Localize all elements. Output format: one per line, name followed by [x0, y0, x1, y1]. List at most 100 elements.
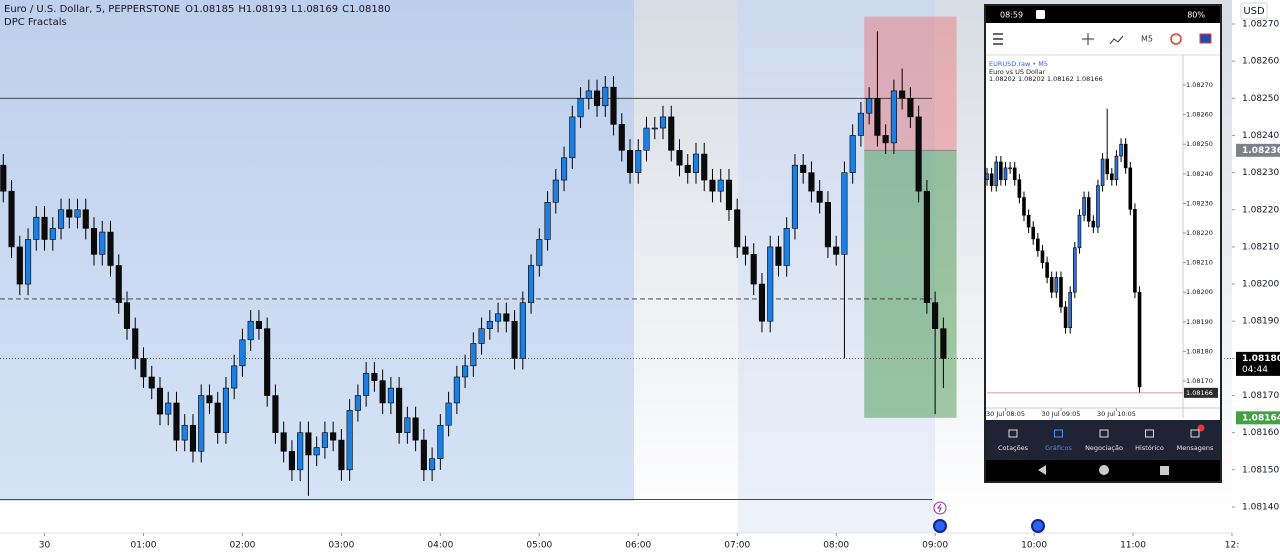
countdown: 04:44	[1242, 365, 1268, 375]
y-tick-label: 1.08210	[1242, 242, 1279, 252]
y-tick-label: 1.08220	[1186, 229, 1213, 237]
x-tick-label: 07:00	[724, 541, 750, 551]
x-tick-label: 09:00	[922, 541, 948, 551]
candle-body	[1063, 306, 1068, 329]
candle-body	[800, 164, 807, 173]
y-tick-label: 1.08190	[1242, 317, 1279, 327]
y-tick-label: 1.08260	[1186, 111, 1213, 119]
candle-body	[519, 302, 526, 359]
indicator-icon[interactable]	[1109, 35, 1124, 45]
x-tick-label: 08:00	[823, 541, 849, 551]
candle-body	[701, 153, 708, 181]
y-tick-label: 1.08190	[1186, 318, 1213, 326]
candle-body	[429, 458, 436, 471]
candle-body	[338, 439, 345, 471]
candle-body	[1022, 197, 1026, 216]
candle-body	[239, 339, 246, 367]
back-button[interactable]	[1038, 465, 1046, 475]
price-label-box	[1236, 411, 1280, 425]
candle-body	[684, 164, 691, 173]
price-label-box	[1184, 387, 1218, 398]
candle-body	[511, 320, 518, 359]
price-label: 1.08180	[1242, 354, 1280, 364]
candle-body	[882, 135, 889, 144]
candle-body	[346, 410, 353, 471]
candle-body	[189, 424, 197, 452]
candle-body	[206, 395, 213, 404]
candle-body	[692, 153, 700, 173]
candle-body	[379, 380, 386, 404]
event-dot[interactable]	[1031, 519, 1045, 533]
candle-body	[462, 365, 469, 378]
nav-label[interactable]: Cotações	[998, 444, 1029, 452]
candle-body	[857, 112, 864, 136]
phone-description: Euro vs US Dollar	[989, 68, 1046, 76]
candle-body	[816, 190, 823, 203]
status-icon	[1036, 10, 1045, 19]
candle-body	[915, 116, 922, 192]
candle-body	[330, 432, 337, 441]
x-tick-label: 11:00	[1120, 541, 1146, 551]
y-tick-label: 1.08230	[1242, 168, 1279, 178]
candle-body	[626, 150, 634, 173]
candle-body	[610, 86, 617, 125]
candle-body	[148, 376, 155, 389]
candle-body	[1068, 291, 1073, 329]
objects-icon[interactable]	[1170, 33, 1182, 45]
candle-body	[387, 387, 394, 404]
candle-body	[453, 376, 460, 404]
candle-body	[1082, 197, 1086, 216]
candle-body	[1026, 214, 1031, 228]
timeframe-button[interactable]: M5	[1141, 35, 1153, 44]
nav-label[interactable]: Histórico	[1135, 444, 1164, 452]
candle-body	[74, 209, 81, 218]
x-tick-label: 04:00	[427, 541, 453, 551]
nav-label[interactable]: Negociação	[1085, 444, 1123, 452]
status-time: 08:59	[1000, 11, 1023, 20]
candle-body	[437, 424, 444, 459]
candle-body	[618, 124, 625, 151]
bottom-nav	[986, 420, 1220, 460]
x-tick-label: 03:00	[328, 541, 354, 551]
candle-body	[231, 365, 238, 389]
candle-body	[1123, 143, 1128, 169]
candle-body	[1105, 158, 1109, 175]
candle-body	[676, 150, 683, 166]
candle-body	[709, 179, 716, 192]
price-label: 1.08164	[1242, 413, 1280, 423]
nav-icon[interactable]	[1190, 429, 1200, 438]
candle-body	[198, 395, 205, 452]
candle-body	[1073, 247, 1077, 293]
nav-icon[interactable]	[1145, 429, 1154, 438]
candle-body	[907, 98, 914, 118]
ohlc-low: L1.08169	[291, 4, 338, 15]
currency-button[interactable]	[1240, 2, 1268, 20]
nav-label[interactable]: Mensagens	[1177, 444, 1214, 452]
y-tick-label: 1.08240	[1242, 131, 1279, 141]
y-tick-label: 1.08220	[1242, 205, 1279, 215]
event-dot[interactable]	[933, 519, 947, 533]
trade-icon[interactable]	[1199, 33, 1212, 44]
nav-label[interactable]: Gráficos	[1045, 444, 1072, 452]
candle-body	[849, 135, 856, 173]
phone-ohlc: 1.08202 1.08202 1.08162 1.08166	[989, 75, 1103, 83]
candle-body	[985, 173, 989, 181]
y-tick-label: 1.08170	[1242, 391, 1279, 401]
lightning-icon	[937, 503, 942, 513]
candle-body	[495, 313, 502, 322]
nav-icon[interactable]	[1099, 429, 1109, 438]
indicator-name: DPC Fractals	[4, 17, 67, 28]
candle-body	[371, 372, 378, 381]
nav-icon[interactable]	[1054, 429, 1063, 438]
menu-icon[interactable]	[993, 33, 1003, 45]
crosshair-icon[interactable]	[1082, 33, 1094, 45]
candle-body	[156, 387, 164, 415]
x-tick-label: 10:00	[1021, 541, 1047, 551]
candle-body	[404, 417, 411, 433]
candle-body	[123, 302, 131, 329]
x-tick-label: 05:00	[526, 541, 552, 551]
candle-body	[396, 387, 403, 433]
nav-icon[interactable]	[1008, 429, 1018, 438]
recents-button[interactable]	[1160, 466, 1169, 475]
home-button[interactable]	[1099, 465, 1109, 475]
